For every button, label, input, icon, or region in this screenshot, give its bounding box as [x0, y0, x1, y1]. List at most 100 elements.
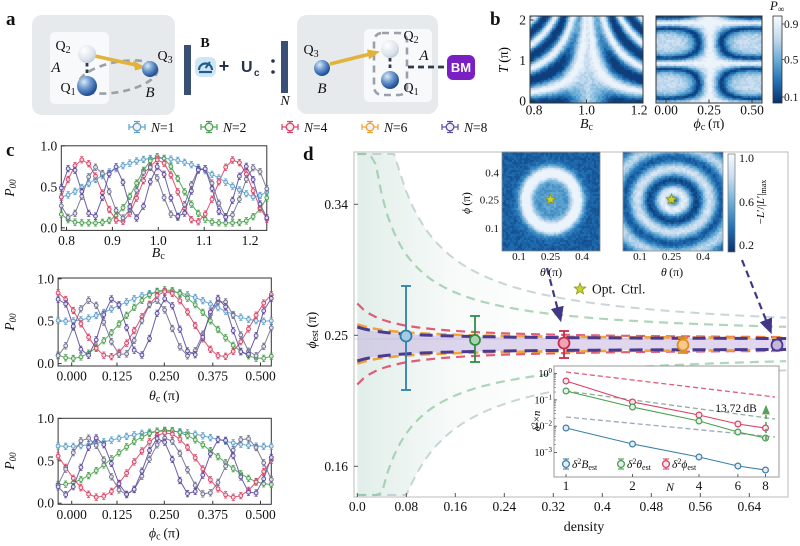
svg-text:0.00: 0.00	[654, 103, 678, 118]
svg-text:0.1: 0.1	[485, 223, 499, 235]
svg-text:13.72 dB: 13.72 dB	[715, 403, 757, 415]
svg-text:T (π): T (π)	[496, 47, 511, 73]
svg-text:0.375: 0.375	[198, 507, 229, 522]
svg-text:B: B	[317, 81, 326, 97]
svg-text:2: 2	[519, 13, 526, 28]
svg-text:N=1: N=1	[150, 120, 174, 135]
svg-text:0.5: 0.5	[784, 55, 799, 67]
svg-text:−L′/|L′|max: −L′/|L′|max	[755, 180, 768, 225]
svg-text:U: U	[241, 59, 253, 76]
svg-text:1.0: 1.0	[150, 233, 167, 248]
svg-text:1.2: 1.2	[631, 103, 648, 118]
svg-text:10−1: 10−1	[535, 393, 553, 406]
svg-text:0.25: 0.25	[662, 251, 682, 263]
svg-text:0.48: 0.48	[639, 499, 663, 514]
svg-text:density: density	[564, 520, 604, 535]
svg-text:P00: P00	[2, 313, 18, 332]
svg-text:10−3: 10−3	[535, 446, 553, 459]
svg-text:c: c	[254, 68, 260, 79]
svg-text:θ (π): θ (π)	[540, 265, 562, 279]
svg-text:0: 0	[519, 94, 526, 109]
svg-text:0.250: 0.250	[149, 369, 180, 384]
svg-text:θc (π): θc (π)	[149, 389, 180, 405]
svg-text:0.8: 0.8	[526, 103, 543, 118]
svg-text:N: N	[279, 94, 290, 109]
svg-text:1.0: 1.0	[578, 103, 595, 118]
svg-text:0.25: 0.25	[697, 103, 721, 118]
svg-text:1.2: 1.2	[242, 233, 259, 248]
svg-text:BM: BM	[451, 60, 471, 75]
svg-text:Bc: Bc	[152, 246, 166, 262]
svg-text:0.125: 0.125	[102, 507, 133, 522]
svg-text:Opt. Ctrl.: Opt. Ctrl.	[592, 282, 645, 297]
svg-text:A: A	[50, 60, 61, 76]
svg-text:N: N	[665, 480, 675, 494]
svg-text:Bc: Bc	[580, 117, 594, 133]
svg-text:0.250: 0.250	[149, 507, 180, 522]
svg-text:1.0: 1.0	[37, 271, 54, 286]
svg-text:0.4: 0.4	[485, 167, 499, 179]
svg-text:P∞: P∞	[769, 0, 784, 14]
svg-text:0.32: 0.32	[541, 499, 565, 514]
svg-text:θ (π): θ (π)	[661, 265, 683, 279]
svg-text:0.4: 0.4	[594, 499, 611, 514]
svg-text:0.0: 0.0	[40, 220, 57, 235]
svg-text:1.0: 1.0	[40, 138, 57, 153]
svg-text:0.25: 0.25	[480, 195, 500, 207]
svg-text:P00: P00	[2, 179, 18, 198]
svg-text:ϕc (π): ϕc (π)	[149, 527, 180, 543]
svg-text:ϕc (π): ϕc (π)	[694, 117, 725, 133]
svg-text:b: b	[490, 9, 501, 30]
svg-text:1: 1	[563, 478, 570, 493]
svg-text:N=6: N=6	[383, 120, 408, 135]
svg-text:c: c	[6, 140, 14, 161]
svg-text:N=8: N=8	[463, 120, 488, 135]
svg-text:2: 2	[629, 478, 636, 493]
svg-text:0.64: 0.64	[737, 499, 761, 514]
svg-text:+: +	[219, 56, 230, 76]
svg-text:0.2: 0.2	[739, 238, 754, 252]
svg-text:0.8: 0.8	[58, 233, 75, 248]
svg-text:0.0: 0.0	[37, 496, 54, 511]
svg-text:0.9: 0.9	[104, 233, 121, 248]
svg-text:4: 4	[696, 478, 703, 493]
svg-text:P00: P00	[2, 452, 18, 471]
svg-text:0.5: 0.5	[37, 314, 54, 329]
svg-text:0.24: 0.24	[492, 499, 516, 514]
svg-text:0.16: 0.16	[443, 499, 467, 514]
svg-text:1.0: 1.0	[739, 151, 754, 165]
svg-text:ϕ (π): ϕ (π)	[461, 192, 473, 214]
svg-text:B: B	[145, 85, 154, 101]
svg-text:0.5: 0.5	[37, 453, 54, 468]
svg-text:0.500: 0.500	[245, 507, 276, 522]
svg-text:0.25: 0.25	[324, 328, 348, 343]
svg-text:δ2θest: δ2θest	[627, 457, 652, 472]
svg-text:B: B	[200, 36, 209, 51]
svg-text:0.6: 0.6	[739, 195, 754, 209]
svg-text:d: d	[303, 144, 314, 165]
svg-text:0.16: 0.16	[324, 459, 348, 474]
svg-text:a: a	[6, 9, 16, 30]
svg-text:0.9: 0.9	[784, 19, 799, 31]
svg-text:0.000: 0.000	[57, 369, 88, 384]
svg-text:6: 6	[735, 478, 742, 493]
svg-text:0.125: 0.125	[102, 369, 133, 384]
svg-text:1: 1	[519, 53, 526, 68]
svg-text:0.5: 0.5	[40, 179, 57, 194]
svg-text:0.50: 0.50	[740, 103, 764, 118]
svg-text:0.34: 0.34	[324, 197, 348, 212]
svg-text:δ2ϕest: δ2ϕest	[672, 457, 697, 472]
svg-text:ϕest (π): ϕest (π)	[304, 312, 321, 349]
svg-text:0.375: 0.375	[198, 369, 229, 384]
svg-text:1.1: 1.1	[196, 233, 213, 248]
svg-text:A: A	[418, 48, 429, 64]
svg-text:N=2: N=2	[222, 120, 246, 135]
svg-text:0.4: 0.4	[575, 251, 589, 263]
svg-text:8: 8	[762, 478, 769, 493]
svg-text:0.000: 0.000	[57, 507, 88, 522]
svg-text:δ2Best: δ2Best	[572, 457, 598, 472]
svg-text:0.56: 0.56	[688, 499, 712, 514]
svg-text:0.08: 0.08	[394, 499, 418, 514]
svg-text:N=4: N=4	[303, 120, 328, 135]
svg-text:0.0: 0.0	[349, 499, 366, 514]
